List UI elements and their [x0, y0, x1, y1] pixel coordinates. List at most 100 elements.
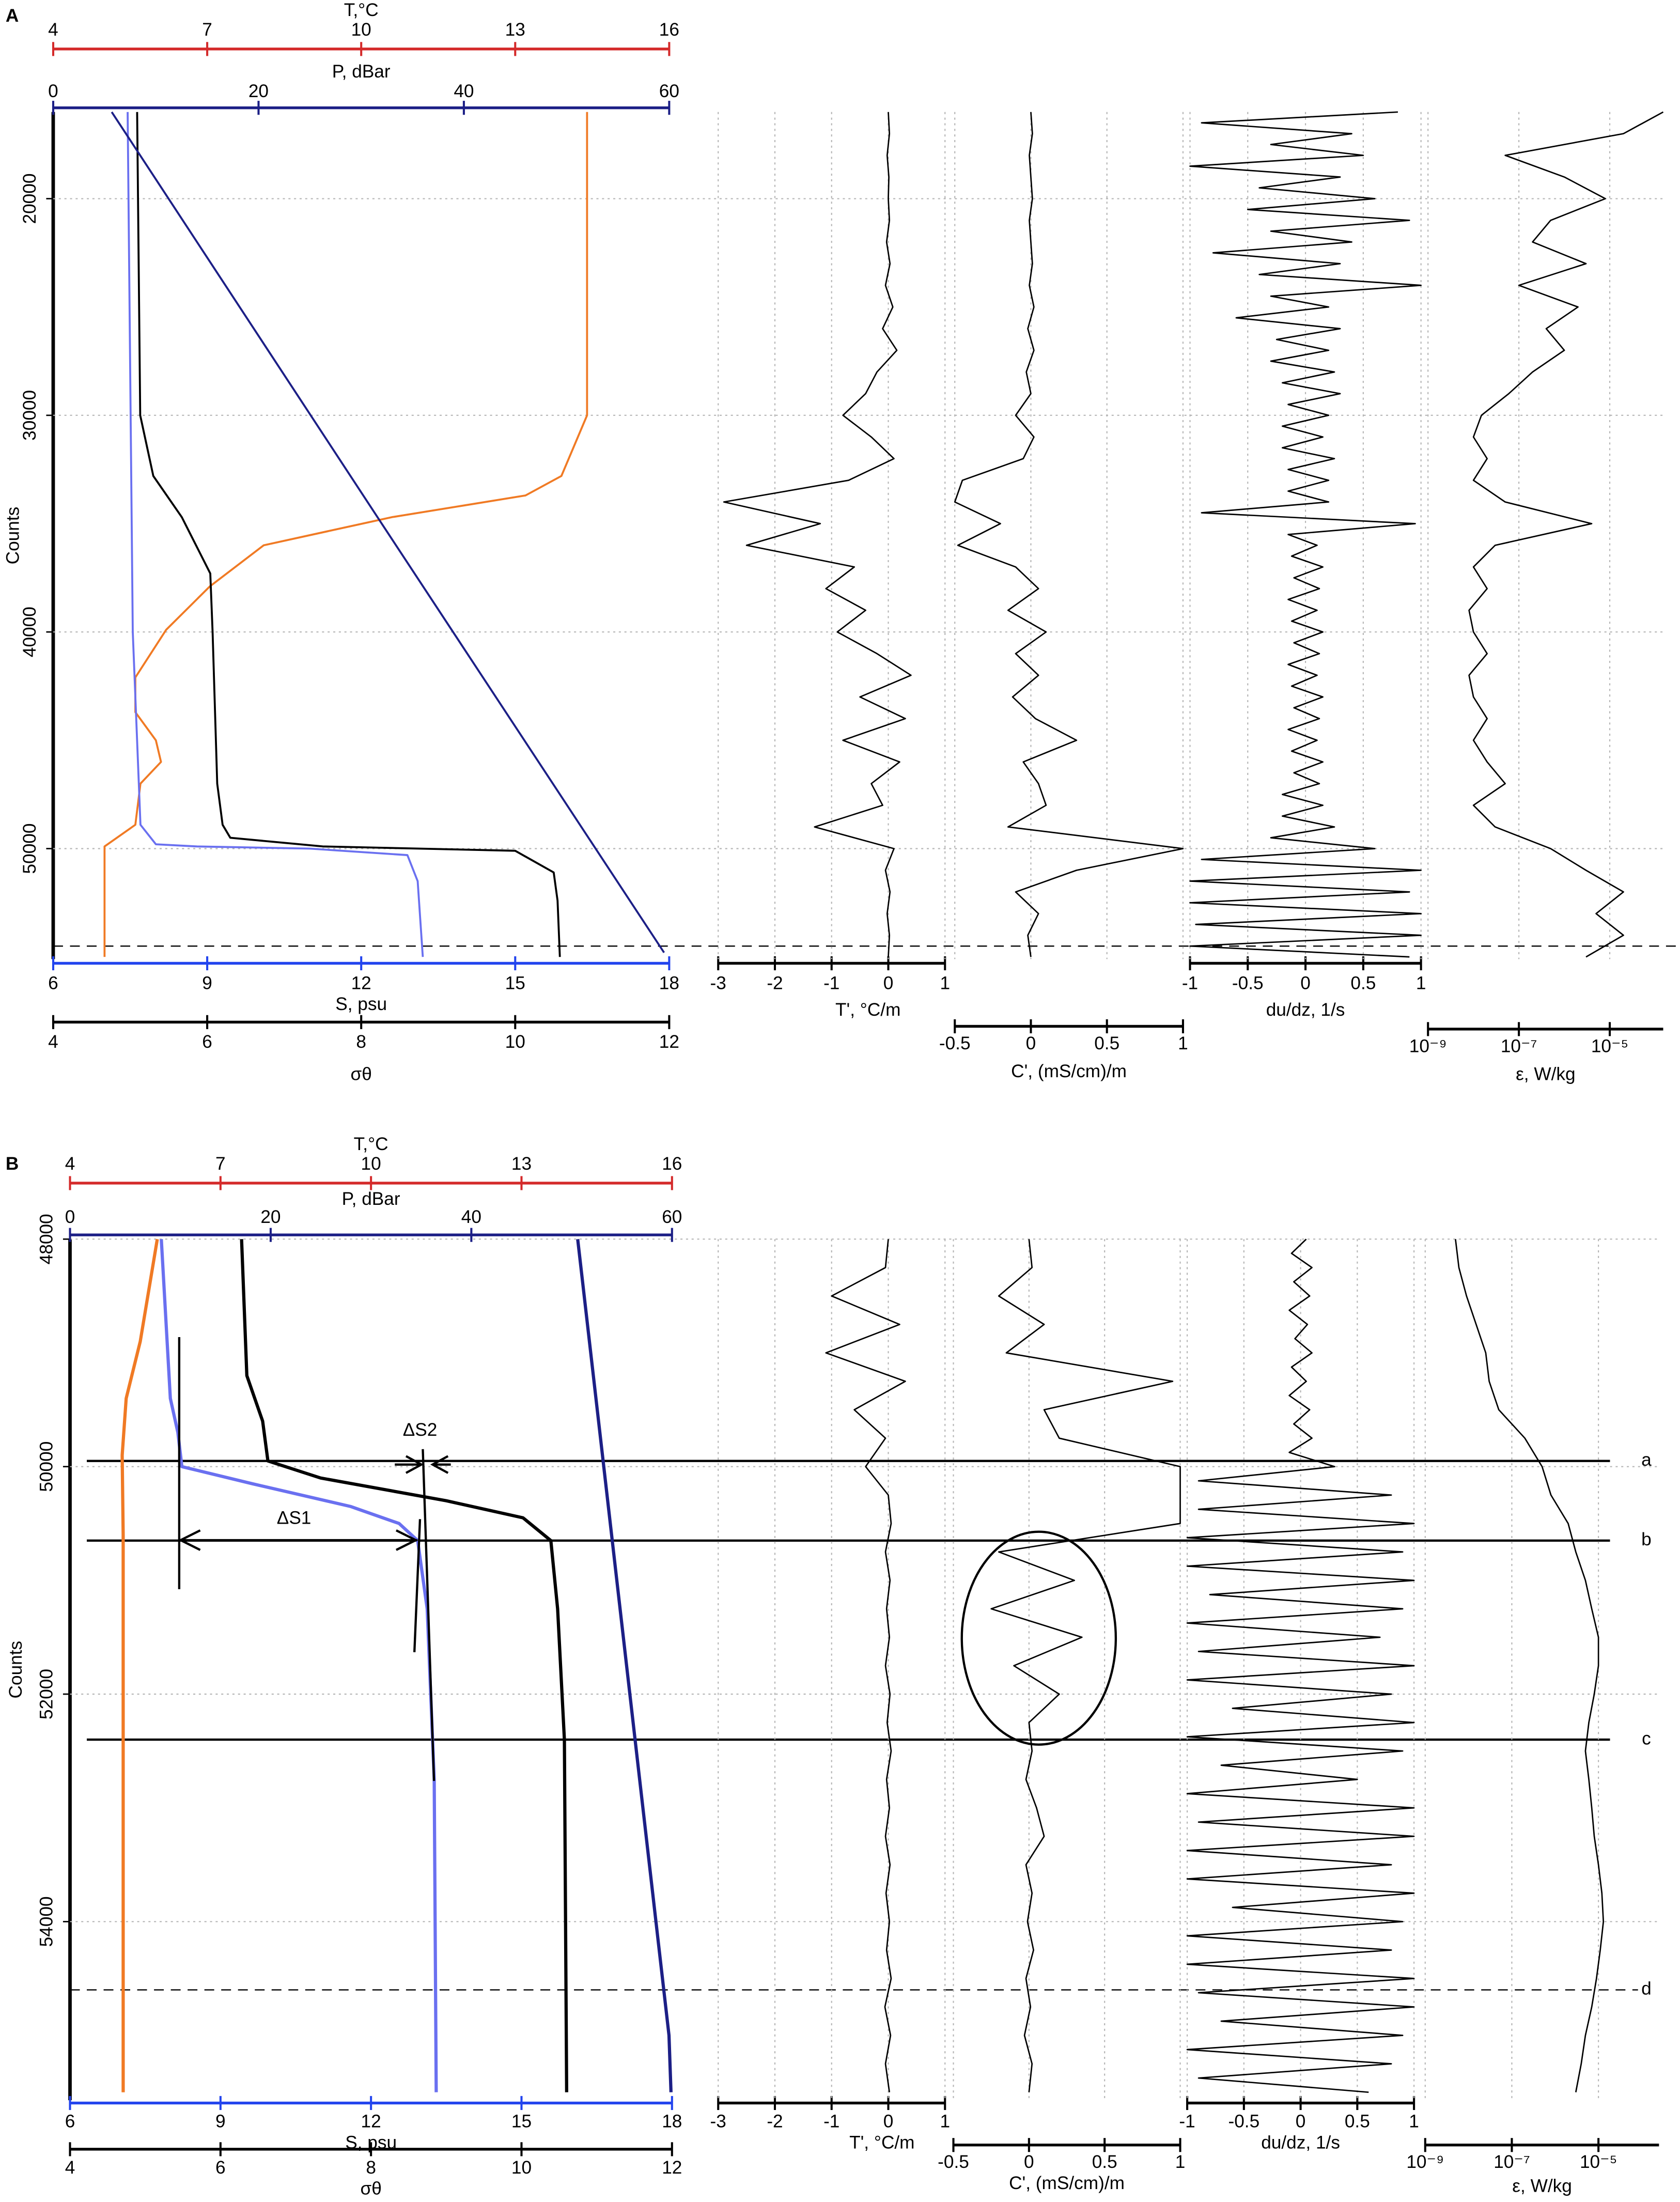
x-axis-label: S, psu: [335, 994, 387, 1014]
x-tick-label: 4: [48, 20, 58, 40]
x-tick-label: 6: [65, 2112, 75, 2132]
x-tick-label: 15: [511, 2112, 532, 2132]
x-tick-label: 10⁻⁵: [1580, 2152, 1617, 2172]
x-tick-label: 40: [461, 1207, 481, 1227]
x-tick-label: 0.5: [1345, 2112, 1370, 2132]
x-tick-label: -0.5: [1228, 2112, 1259, 2132]
x-tick-label: 16: [659, 20, 679, 40]
x-tick-label: 6: [215, 2158, 226, 2178]
x-tick-label: 20: [248, 81, 269, 101]
x-tick-label: 9: [215, 2112, 226, 2132]
profile-line: [240, 1239, 568, 2092]
x-tick-label: 10⁻⁹: [1406, 2152, 1444, 2172]
x-tick-label: 6: [48, 973, 58, 993]
x-axis-label: T,°C: [344, 0, 379, 20]
x-tick-label: 0: [883, 2112, 894, 2132]
profile-line: [127, 112, 424, 957]
x-tick-label: 16: [662, 1154, 682, 1174]
x-tick-label: -2: [767, 2112, 783, 2132]
x-tick-label: 10⁻⁷: [1501, 1036, 1537, 1056]
x-axis-label: T,°C: [354, 1134, 388, 1154]
profile-line: [111, 111, 665, 953]
x-axis-label: ε, W/kg: [1516, 1064, 1576, 1084]
arrowhead: [430, 1455, 449, 1474]
x-tick-label: 0: [883, 973, 894, 993]
x-tick-label: 0: [1024, 2152, 1034, 2172]
x-tick-label: 0: [1300, 973, 1311, 993]
reference-label: a: [1641, 1450, 1652, 1470]
x-tick-label: 4: [48, 1032, 58, 1052]
x-tick-label: -1: [1179, 2112, 1195, 2132]
x-tick-label: 0: [48, 81, 58, 101]
x-tick-label: 12: [351, 973, 371, 993]
x-tick-label: 60: [662, 1207, 682, 1227]
x-tick-label: 13: [511, 1154, 532, 1174]
x-axis-label: σθ: [351, 1064, 372, 1084]
x-tick-label: 0.5: [1350, 973, 1376, 993]
panel-label: A: [6, 6, 19, 26]
profile-line: [990, 1239, 1181, 2092]
x-tick-label: 10⁻⁹: [1409, 1036, 1447, 1056]
y-tick-label: 50000: [36, 1441, 56, 1492]
x-tick-label: 0.5: [1094, 1033, 1119, 1053]
delta-s-marks: [178, 1337, 1117, 1781]
x-tick-label: 12: [659, 1032, 679, 1052]
profile-line: [136, 112, 561, 957]
profile-line: [954, 112, 1184, 957]
y-tick-label: 50000: [20, 824, 40, 874]
annotation: ΔS2: [403, 1420, 438, 1440]
x-tick-label: -1: [823, 2112, 839, 2132]
x-tick-label: 1: [1175, 2152, 1186, 2172]
y-axis-label: Counts: [6, 1641, 26, 1699]
x-tick-label: 0: [1296, 2112, 1306, 2132]
x-tick-label: 1: [940, 2112, 950, 2132]
profile-line: [160, 1239, 438, 2092]
x-tick-label: 12: [361, 2112, 381, 2132]
x-tick-label: 4: [65, 2158, 75, 2178]
x-tick-label: 0.5: [1092, 2152, 1117, 2172]
x-tick-label: 13: [505, 20, 525, 40]
arrowhead: [405, 1455, 424, 1474]
x-axis-label: C', (mS/cm)/m: [1009, 2173, 1125, 2193]
profile-line: [1455, 1239, 1605, 2092]
x-tick-label: 1: [1416, 973, 1426, 993]
x-axis-label: σθ: [360, 2179, 381, 2199]
profile-line: [723, 112, 912, 957]
y-tick-label: 30000: [20, 390, 40, 441]
x-tick-label: 10: [505, 1032, 525, 1052]
x-tick-label: 12: [662, 2158, 682, 2178]
panel-label: B: [6, 1154, 19, 1174]
reference-label: b: [1641, 1529, 1652, 1549]
y-tick-label: 54000: [36, 1896, 56, 1947]
marker-line: [413, 1519, 422, 1652]
y-tick-label: 52000: [36, 1669, 56, 1719]
y-tick-label: 48000: [36, 1214, 56, 1264]
x-tick-label: 9: [202, 973, 212, 993]
x-tick-label: 10⁻⁵: [1591, 1036, 1628, 1056]
x-tick-label: 1: [1409, 2112, 1419, 2132]
profile-line: [825, 1239, 906, 2092]
x-tick-label: -0.5: [939, 1033, 971, 1053]
reference-label: c: [1642, 1728, 1651, 1748]
x-tick-label: 18: [659, 973, 679, 993]
x-axis-label: du/dz, 1/s: [1261, 2132, 1340, 2152]
profile-line: [103, 112, 588, 957]
x-tick-label: 10: [511, 2158, 532, 2178]
profile-line: [576, 1238, 673, 2092]
x-axis-label: T', °C/m: [849, 2132, 914, 2152]
x-tick-label: -1: [1182, 973, 1198, 993]
x-axis-label: ε, W/kg: [1512, 2176, 1572, 2196]
x-tick-label: 60: [659, 81, 679, 101]
x-tick-label: 7: [215, 1154, 226, 1174]
x-tick-label: 7: [202, 20, 212, 40]
x-tick-label: -0.5: [938, 2152, 969, 2172]
x-axis-label: C', (mS/cm)/m: [1011, 1061, 1127, 1081]
x-tick-label: -1: [823, 973, 839, 993]
x-tick-label: 4: [65, 1154, 75, 1174]
x-tick-label: -3: [710, 2112, 726, 2132]
x-axis-label: du/dz, 1/s: [1266, 1000, 1345, 1020]
x-tick-label: -3: [710, 973, 726, 993]
x-axis-label: T', °C/m: [835, 1000, 900, 1020]
